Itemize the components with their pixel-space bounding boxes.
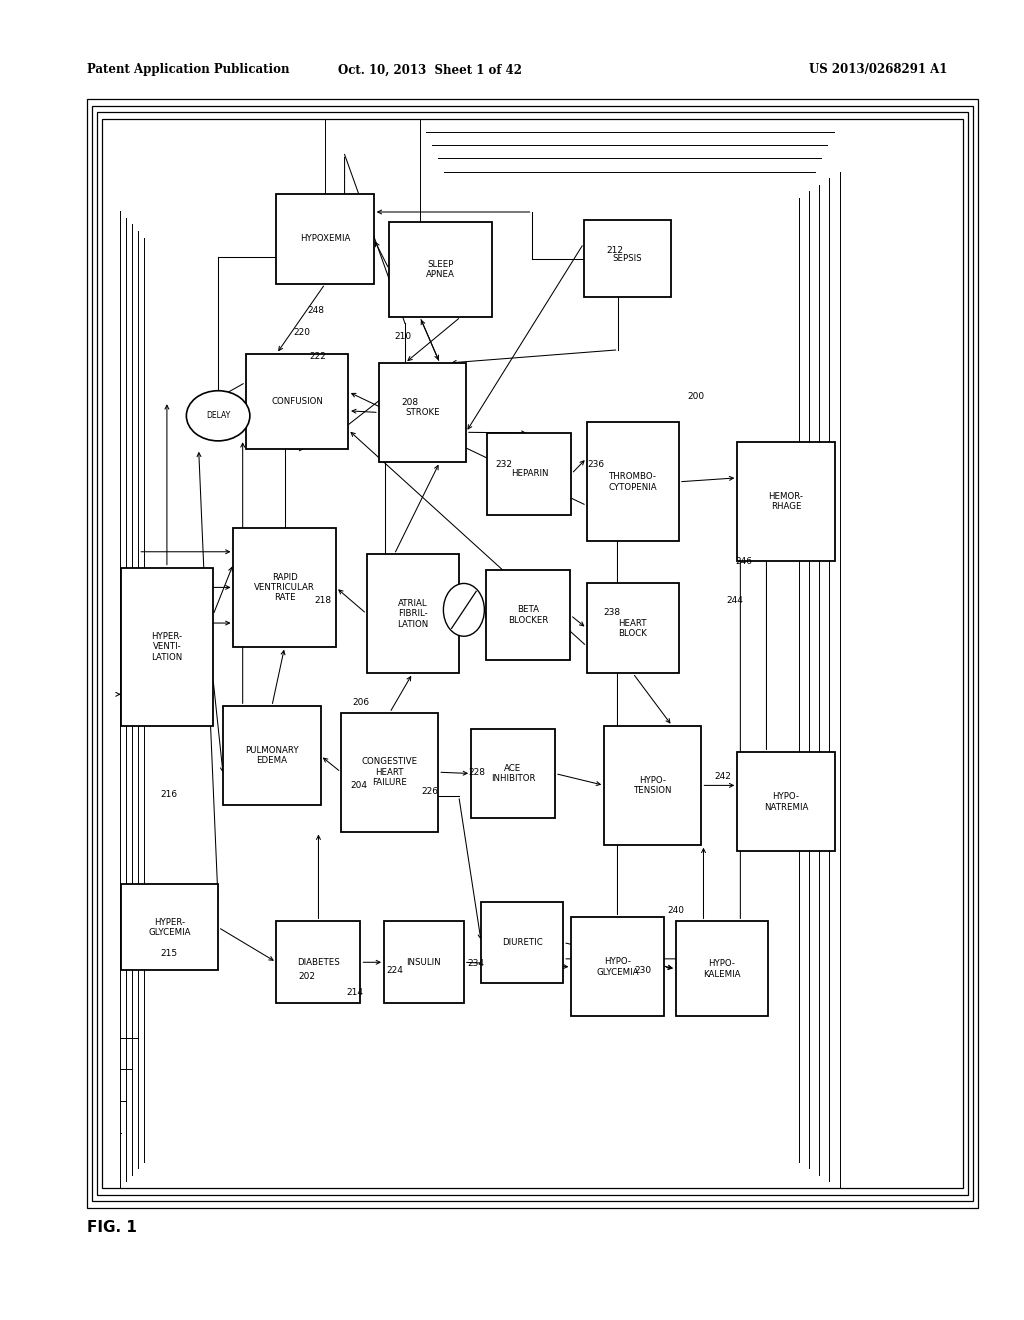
Text: HYPER-
GLYCEMIA: HYPER- GLYCEMIA	[148, 917, 190, 937]
Text: 202: 202	[299, 973, 315, 981]
Bar	[341, 713, 438, 832]
Text: HYPO-
NATREMIA: HYPO- NATREMIA	[764, 792, 808, 812]
Text: DIABETES: DIABETES	[297, 958, 340, 966]
Text: 236: 236	[588, 461, 604, 469]
Text: CONFUSION: CONFUSION	[271, 397, 323, 405]
Text: 200: 200	[688, 392, 705, 400]
Text: BETA
BLOCKER: BETA BLOCKER	[508, 606, 549, 624]
Text: HEMOR-
RHAGE: HEMOR- RHAGE	[768, 492, 804, 511]
Bar	[737, 442, 835, 561]
Text: HYPOXEMIA: HYPOXEMIA	[300, 235, 350, 243]
Text: HEPARIN: HEPARIN	[511, 470, 548, 478]
Bar	[604, 726, 701, 845]
Bar	[486, 570, 570, 660]
Text: RAPID
VENTRICULAR
RATE: RAPID VENTRICULAR RATE	[254, 573, 315, 602]
Bar	[389, 222, 492, 317]
Circle shape	[443, 583, 484, 636]
Text: 240: 240	[668, 907, 684, 915]
Bar	[584, 220, 671, 297]
Bar	[587, 422, 679, 541]
Text: US 2013/0268291 A1: US 2013/0268291 A1	[809, 63, 947, 77]
Bar	[92, 106, 973, 1201]
Text: HYPO-
GLYCEMIA: HYPO- GLYCEMIA	[596, 957, 639, 977]
Bar	[379, 363, 466, 462]
Bar	[87, 99, 978, 1208]
Text: DELAY: DELAY	[206, 412, 230, 420]
Bar	[121, 568, 213, 726]
Text: ACE
INHIBITOR: ACE INHIBITOR	[490, 764, 536, 783]
Text: SEPSIS: SEPSIS	[612, 255, 642, 263]
Bar	[223, 706, 321, 805]
Bar	[276, 194, 374, 284]
Text: ATRIAL
FIBRIL-
LATION: ATRIAL FIBRIL- LATION	[397, 599, 428, 628]
Bar	[481, 902, 563, 983]
Text: HYPO-
TENSION: HYPO- TENSION	[634, 776, 672, 795]
Text: STROKE: STROKE	[406, 408, 439, 417]
Text: PULMONARY
EDEMA: PULMONARY EDEMA	[245, 746, 299, 766]
Text: 216: 216	[161, 791, 177, 799]
Bar	[587, 583, 679, 673]
Text: INSULIN: INSULIN	[407, 958, 441, 966]
Text: SLEEP
APNEA: SLEEP APNEA	[426, 260, 455, 279]
Text: HYPER-
VENTI-
LATION: HYPER- VENTI- LATION	[152, 632, 182, 661]
Text: 234: 234	[468, 960, 484, 968]
Bar	[97, 112, 968, 1195]
Text: 220: 220	[294, 329, 310, 337]
Text: 212: 212	[606, 247, 623, 255]
Text: 226: 226	[422, 788, 438, 796]
Text: 204: 204	[350, 781, 367, 789]
Text: 208: 208	[401, 399, 418, 407]
Text: 214: 214	[347, 989, 364, 997]
Text: 244: 244	[727, 597, 743, 605]
Bar	[246, 354, 348, 449]
Bar	[102, 119, 963, 1188]
Bar	[571, 917, 664, 1016]
Text: 238: 238	[604, 609, 621, 616]
Bar	[233, 528, 336, 647]
Text: 230: 230	[635, 966, 651, 974]
Text: DIURETIC: DIURETIC	[502, 939, 543, 946]
Text: HEART
BLOCK: HEART BLOCK	[618, 619, 647, 638]
Text: HYPO-
KALEMIA: HYPO- KALEMIA	[703, 960, 740, 978]
Bar	[487, 433, 571, 515]
Bar	[471, 729, 555, 818]
Text: 215: 215	[161, 949, 177, 957]
Text: 242: 242	[715, 772, 731, 780]
Text: 210: 210	[394, 333, 411, 341]
Bar	[676, 921, 768, 1016]
Text: 224: 224	[387, 966, 403, 974]
Bar	[276, 921, 360, 1003]
Ellipse shape	[186, 391, 250, 441]
Text: 206: 206	[352, 698, 369, 706]
Text: 232: 232	[496, 461, 512, 469]
Text: 248: 248	[307, 306, 324, 314]
Text: 222: 222	[309, 352, 326, 360]
Bar	[737, 752, 835, 851]
Text: FIG. 1: FIG. 1	[87, 1220, 137, 1236]
Bar	[384, 921, 464, 1003]
Text: 246: 246	[735, 557, 752, 565]
Text: 218: 218	[314, 597, 331, 605]
Bar	[121, 884, 218, 970]
Bar	[367, 554, 459, 673]
Text: 228: 228	[469, 768, 485, 776]
Text: Oct. 10, 2013  Sheet 1 of 42: Oct. 10, 2013 Sheet 1 of 42	[338, 63, 522, 77]
Text: Patent Application Publication: Patent Application Publication	[87, 63, 290, 77]
Text: CONGESTIVE
HEART
FAILURE: CONGESTIVE HEART FAILURE	[361, 758, 418, 787]
Text: THROMBO-
CYTOPENIA: THROMBO- CYTOPENIA	[608, 473, 657, 491]
